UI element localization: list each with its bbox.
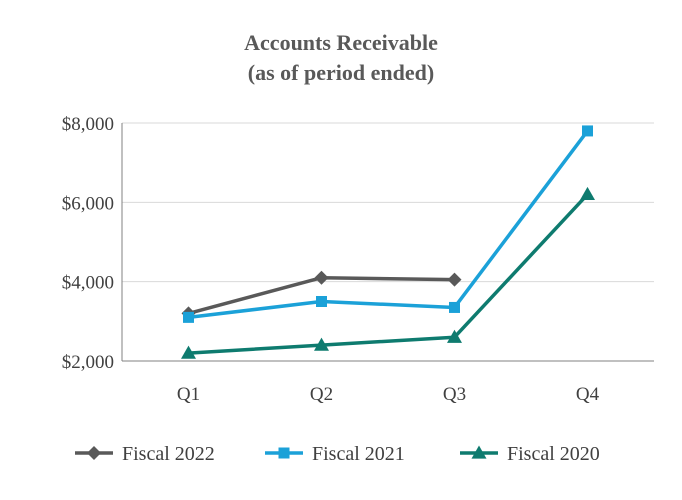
legend-marker xyxy=(471,445,487,459)
y-tick-label: $2,000 xyxy=(62,352,114,373)
x-tick-label: Q2 xyxy=(310,384,333,405)
data-point-marker xyxy=(447,272,462,287)
legend-item: Fiscal 2020 xyxy=(460,443,600,465)
data-point-marker xyxy=(582,125,593,137)
legend-label: Fiscal 2021 xyxy=(312,443,405,465)
x-tick-label: Q1 xyxy=(177,384,200,405)
series-group xyxy=(181,125,595,359)
legend-marker xyxy=(87,446,101,460)
legend-item: Fiscal 2022 xyxy=(75,443,215,465)
legend-item: Fiscal 2021 xyxy=(265,443,405,465)
data-point-marker xyxy=(314,270,329,285)
chart-subtitle: (as of period ended) xyxy=(248,60,434,85)
legend: Fiscal 2022 Fiscal 2021 Fiscal 2020 xyxy=(75,443,600,465)
data-point-marker xyxy=(316,296,327,307)
data-point-marker xyxy=(181,345,196,359)
data-point-marker xyxy=(447,329,462,343)
x-tick-label: Q4 xyxy=(576,384,600,405)
series-line xyxy=(188,193,589,355)
legend-label: Fiscal 2022 xyxy=(122,443,215,465)
legend-marker xyxy=(278,447,290,459)
data-point-marker xyxy=(314,337,329,351)
series-line xyxy=(188,129,589,320)
series-fiscal-2021 xyxy=(183,125,593,323)
data-point-marker xyxy=(580,186,595,201)
gridlines xyxy=(122,122,654,283)
axes xyxy=(121,123,654,362)
chart-title: Accounts Receivable xyxy=(244,30,438,55)
y-tick-label: $4,000 xyxy=(62,273,114,294)
y-tick-label: $8,000 xyxy=(62,114,114,135)
y-tick-labels: $2,000 $4,000 $6,000 $8,000 xyxy=(62,114,114,373)
x-tick-labels: Q1 Q2 Q3 Q4 xyxy=(177,384,600,405)
data-point-marker xyxy=(449,301,460,313)
legend-label: Fiscal 2020 xyxy=(507,443,600,465)
y-tick-label: $6,000 xyxy=(62,193,114,214)
series-fiscal-2020 xyxy=(181,186,595,359)
data-point-marker xyxy=(183,311,194,323)
x-tick-label: Q3 xyxy=(443,384,466,405)
